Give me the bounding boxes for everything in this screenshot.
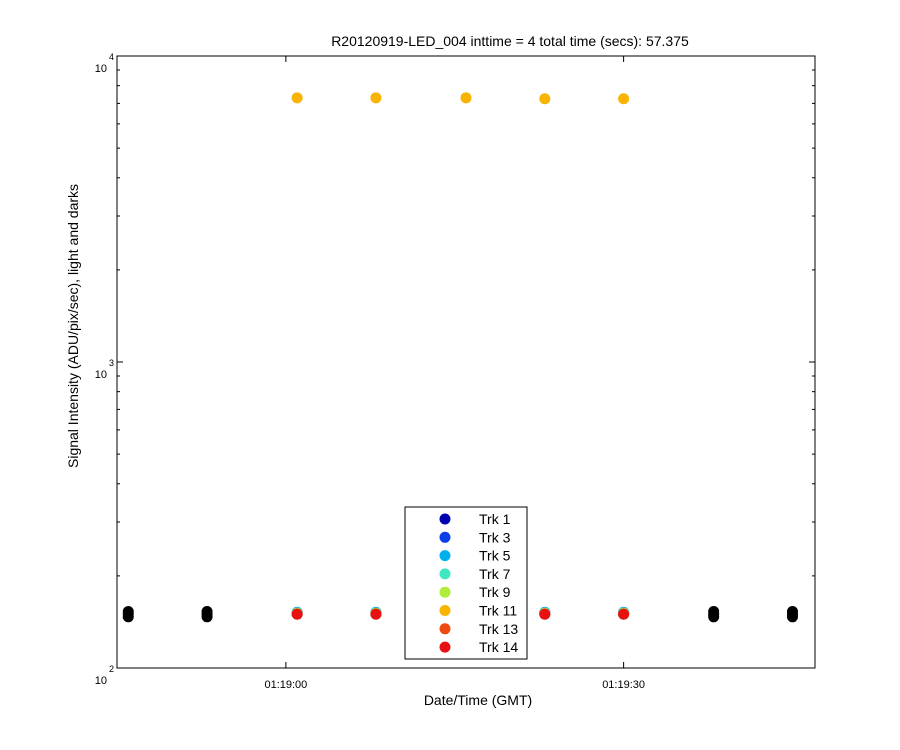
dark-point (201, 605, 213, 617)
light-point (370, 92, 382, 104)
y-tick-label: 10 (95, 63, 107, 75)
light-point (618, 608, 630, 620)
y-tick-label: 10 (95, 675, 107, 687)
y-tick-exponent: 2 (109, 664, 114, 674)
x-tick-labels: 01:19:00 01:19:30 (264, 679, 645, 691)
x-tick-label: 01:19:00 (264, 679, 307, 691)
light-point (291, 608, 303, 620)
axis-ticks (117, 56, 815, 669)
y-tick-exponent: 4 (109, 52, 114, 62)
y-axis-label: Signal Intensity (ADU/pix/sec), light an… (65, 184, 81, 468)
legend-marker (439, 641, 451, 653)
y-tick-label: 10 (95, 369, 107, 381)
legend-label: Trk 3 (479, 529, 511, 545)
y-tick-exponent: 3 (109, 358, 114, 368)
legend-marker (439, 623, 451, 635)
x-axis-label: Date/Time (GMT) (424, 692, 532, 708)
legend-marker (439, 513, 451, 525)
legend-label: Trk 13 (479, 621, 518, 637)
light-point (291, 92, 303, 104)
light-point (539, 93, 551, 105)
legend-label: Trk 14 (479, 639, 518, 655)
legend-marker (439, 605, 451, 616)
legend-label: Trk 9 (479, 584, 511, 600)
light-point (539, 608, 551, 620)
x-tick-label: 01:19:30 (602, 679, 645, 691)
dark-point (786, 605, 798, 617)
light-point (460, 92, 472, 104)
legend-marker (439, 531, 451, 543)
legend-label: Trk 5 (479, 548, 511, 564)
legend-label: Trk 11 (479, 603, 517, 619)
legend: Trk 1 Trk 3 Trk 5 Trk 7 Trk 9 Trk 11 Trk 13 Trk… (404, 506, 528, 660)
legend-label: Trk 7 (479, 566, 511, 582)
legend-label: Trk 1 (479, 511, 511, 527)
dark-point (708, 605, 720, 617)
legend-marker (439, 550, 451, 562)
light-point (370, 608, 382, 620)
legend-box (404, 506, 528, 660)
legend-marker (439, 586, 451, 598)
chart-title: R20120919-LED_004 inttime = 4 total time… (331, 33, 689, 49)
legend-marker (439, 568, 451, 580)
light-point (618, 93, 630, 105)
dark-point (122, 605, 134, 617)
